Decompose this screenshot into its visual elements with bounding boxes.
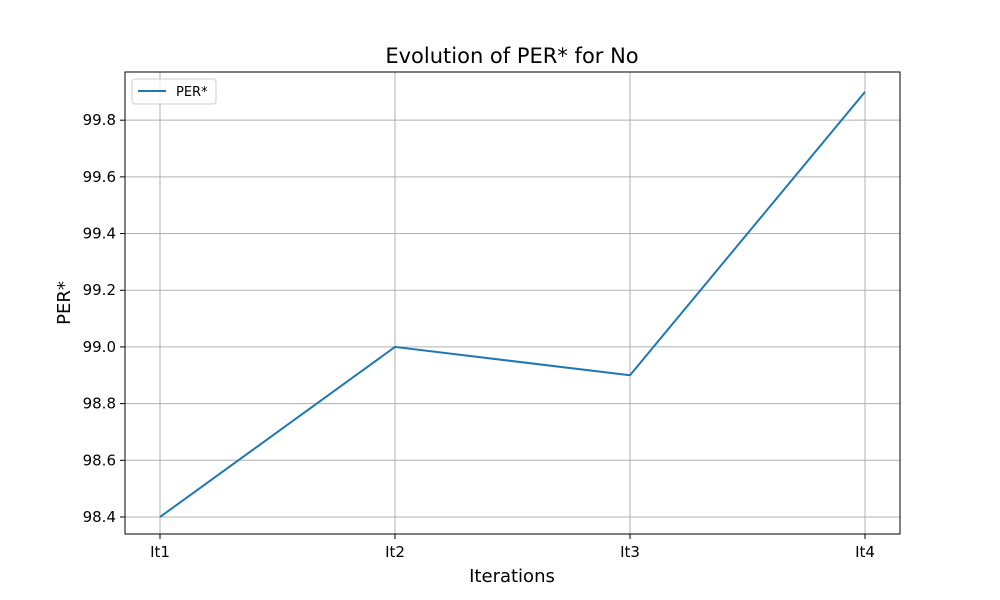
y-axis-ticks: 98.4 98.6 98.8 99.0 99.2 99.4 99.6 99.8 (83, 111, 125, 526)
x-axis-label: Iterations (469, 566, 555, 587)
series-line-per (159, 91, 866, 518)
x-tick-label: It1 (150, 543, 170, 561)
x-tick-label: It4 (855, 543, 875, 561)
x-tick-label: It3 (620, 543, 640, 561)
plot-frame (124, 71, 901, 535)
y-tick-label: 99.6 (83, 168, 116, 186)
y-tick-label: 98.4 (83, 508, 116, 526)
plot-area (125, 72, 900, 534)
y-tick-label: 99.0 (83, 338, 116, 356)
chart-title: Evolution of PER* for No (385, 44, 638, 68)
y-tick-label: 99.2 (83, 281, 116, 299)
y-gridlines (125, 119, 900, 518)
x-gridlines (159, 72, 866, 534)
series-layer (159, 91, 866, 518)
y-tick-label: 99.4 (83, 225, 116, 243)
legend-label-per: PER* (176, 85, 208, 100)
y-axis-label: PER* (54, 281, 75, 325)
y-tick-label: 99.8 (83, 111, 116, 129)
legend-box (131, 78, 217, 105)
y-tick-label: 98.6 (83, 451, 116, 469)
x-axis-ticks: It1 It2 It3 It4 (150, 534, 875, 561)
legend: PER* (131, 78, 217, 105)
x-tick-label: It2 (385, 543, 405, 561)
y-tick-label: 98.8 (83, 395, 116, 413)
